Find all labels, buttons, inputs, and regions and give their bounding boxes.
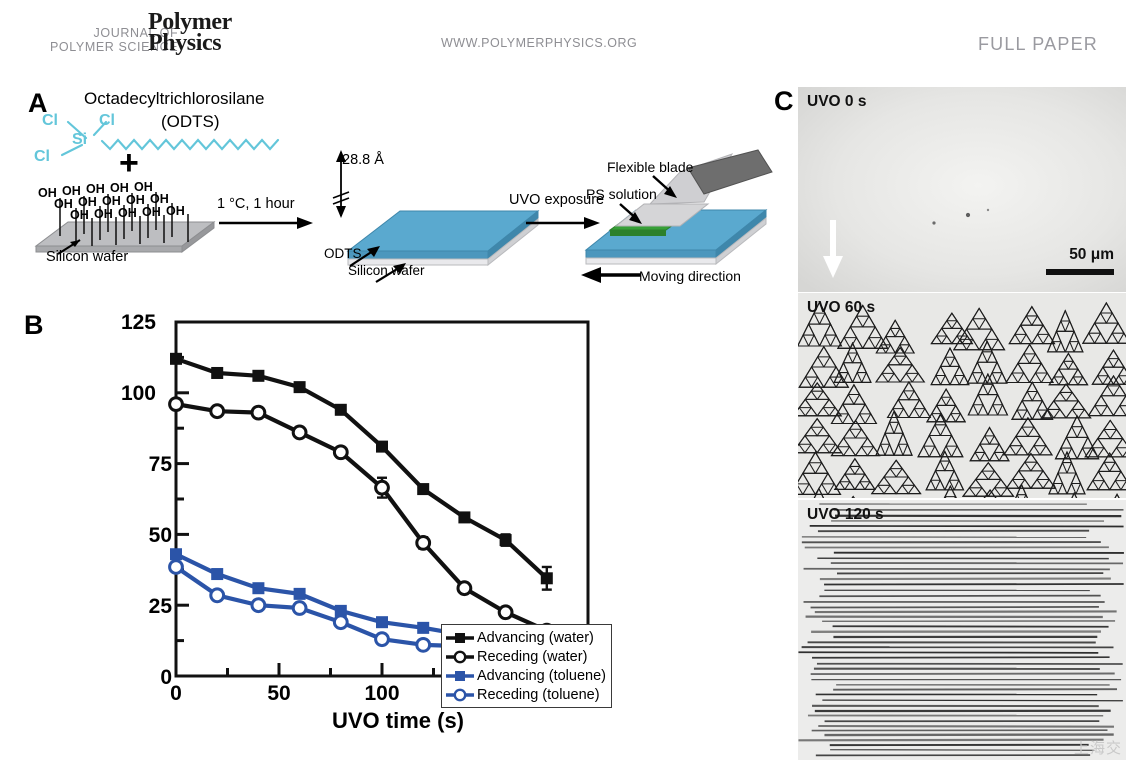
legend-label: Receding (water) [477,649,587,665]
silicon-wafer-label-1: Silicon wafer [46,249,128,265]
legend-item: Receding (toluene) [445,685,606,704]
panel-a-schematic: A Octadecyltrichlorosilane (ODTS) Cl Cl … [24,86,764,291]
legend-label: Advancing (toluene) [477,668,606,684]
oh-group-label: OH [142,205,161,219]
moving-direction-arrow [579,266,643,284]
legend-label: Receding (toluene) [477,687,600,703]
solution-pointer-arrow [616,202,650,230]
watermark-text: 上海交 [1074,737,1122,758]
oh-group-label: OH [94,207,113,221]
scale-bar [1046,269,1114,275]
flexible-blade-label: Flexible blade [607,159,693,175]
scale-bar-label: 50 μm [1069,246,1114,264]
ps-solution-label: PS solution [586,186,657,202]
reaction-arrow-1 [217,214,317,232]
micrograph-image-60s [798,293,1126,498]
chlorine-atom-label-1: Cl [42,112,58,130]
micrograph-label: UVO 0 s [807,93,866,111]
brand-line-physics: Physics [148,33,232,54]
legend-item: Receding (water) [445,647,606,666]
chlorine-atom-label-3: Cl [34,148,50,166]
x-axis-title: UVO time (s) [192,708,604,734]
panel-c-letter: C [774,86,794,117]
legend-marker-filled-square-black [445,630,475,646]
polymer-physics-logo: Polymer Physics [148,12,232,54]
oh-group-label: OH [118,206,137,220]
micrograph-uvo-60s: UVO 60 s [798,293,1126,498]
micrograph-uvo-0s: UVO 0 s 50 μm [798,87,1126,292]
silicon-wafer-label-2: Silicon wafer [348,263,425,278]
micrograph-image-120s [798,500,1126,760]
silicon-atom-label: Si [72,131,87,149]
legend-item: Advancing (water) [445,628,606,647]
journal-website: WWW.POLYMERPHYSICS.ORG [441,36,637,50]
plus-sign: + [119,149,139,177]
micrograph-label: UVO 120 s [807,506,884,524]
moving-direction-label: Moving direction [639,268,741,284]
legend-marker-filled-square-blue [445,668,475,684]
odts-full-name: Octadecyltrichlorosilane [84,89,264,109]
chlorine-atom-label-2: Cl [99,112,115,130]
chart-legend: Advancing (water) Receding (water) Advan… [441,624,612,708]
oh-group-label: OH [70,208,89,222]
article-type-label: FULL PAPER [978,34,1098,55]
reaction-condition-label: 1 °C, 1 hour [217,196,295,212]
journal-header: JOURNAL OF POLYMER SCIENCE Polymer Physi… [0,0,1126,70]
legend-item: Advancing (toluene) [445,666,606,685]
moving-direction-arrow-icon [822,218,844,280]
micrograph-uvo-120s: UVO 120 s 上海交 [798,500,1126,760]
odts-layer-label: ODTS [324,246,362,261]
legend-label: Advancing (water) [477,630,594,646]
micrograph-label: UVO 60 s [807,299,875,317]
legend-marker-open-circle-blue [445,687,475,703]
oh-group-label: OH [166,204,185,218]
legend-marker-open-circle-black [445,649,475,665]
panel-b-chart: B Dynamic contact angle (°) UVO time (s)… [16,300,756,750]
